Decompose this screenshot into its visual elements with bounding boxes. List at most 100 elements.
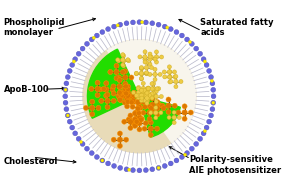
Circle shape: [149, 94, 153, 99]
Circle shape: [211, 100, 216, 105]
Circle shape: [167, 115, 171, 119]
Circle shape: [166, 109, 171, 115]
Circle shape: [125, 96, 130, 101]
Circle shape: [116, 94, 121, 99]
Circle shape: [133, 116, 138, 122]
Circle shape: [89, 37, 94, 42]
Circle shape: [179, 155, 184, 160]
Wedge shape: [87, 49, 139, 118]
Circle shape: [117, 90, 122, 95]
Circle shape: [135, 94, 140, 99]
Circle shape: [154, 89, 158, 94]
Circle shape: [138, 117, 143, 122]
Circle shape: [80, 142, 85, 146]
Circle shape: [85, 146, 89, 151]
Circle shape: [144, 71, 148, 75]
Circle shape: [124, 167, 129, 172]
Circle shape: [130, 20, 135, 25]
Circle shape: [119, 93, 124, 98]
Circle shape: [80, 46, 85, 51]
Circle shape: [112, 163, 116, 168]
Circle shape: [112, 24, 116, 29]
Circle shape: [142, 98, 146, 103]
Circle shape: [168, 80, 172, 84]
Circle shape: [121, 64, 126, 68]
Circle shape: [140, 21, 143, 24]
Circle shape: [148, 55, 152, 59]
Circle shape: [172, 103, 177, 108]
Circle shape: [116, 24, 119, 27]
Circle shape: [104, 81, 109, 86]
Circle shape: [121, 59, 126, 63]
Circle shape: [142, 126, 147, 131]
Circle shape: [146, 87, 151, 91]
Circle shape: [151, 91, 155, 95]
Circle shape: [141, 100, 147, 105]
Circle shape: [207, 68, 211, 73]
Circle shape: [63, 94, 68, 99]
Circle shape: [145, 93, 150, 98]
Circle shape: [166, 97, 171, 102]
Circle shape: [150, 96, 154, 100]
Circle shape: [147, 116, 152, 122]
Circle shape: [133, 110, 138, 115]
Circle shape: [100, 30, 105, 35]
Circle shape: [185, 151, 189, 156]
Circle shape: [210, 107, 215, 112]
Circle shape: [142, 88, 146, 92]
Circle shape: [144, 71, 148, 75]
Circle shape: [89, 105, 95, 111]
Circle shape: [145, 91, 149, 95]
Circle shape: [153, 57, 157, 61]
Circle shape: [155, 112, 160, 117]
Circle shape: [141, 81, 145, 85]
Circle shape: [148, 120, 153, 125]
Circle shape: [83, 105, 89, 110]
Circle shape: [64, 81, 69, 86]
Circle shape: [132, 111, 138, 116]
Circle shape: [140, 96, 144, 100]
Circle shape: [168, 27, 173, 32]
Circle shape: [117, 97, 122, 102]
Circle shape: [161, 106, 166, 111]
Circle shape: [108, 70, 113, 75]
Circle shape: [141, 110, 146, 115]
Circle shape: [150, 96, 155, 101]
Circle shape: [146, 88, 150, 92]
Circle shape: [104, 93, 109, 98]
Circle shape: [150, 21, 155, 26]
Circle shape: [139, 116, 144, 121]
Circle shape: [141, 91, 145, 96]
Circle shape: [130, 104, 135, 109]
Circle shape: [125, 87, 130, 92]
Circle shape: [136, 110, 141, 115]
Circle shape: [208, 75, 214, 80]
Circle shape: [96, 105, 101, 110]
Circle shape: [125, 90, 131, 95]
Circle shape: [137, 127, 142, 132]
Circle shape: [95, 80, 100, 85]
Circle shape: [146, 98, 150, 102]
Circle shape: [131, 93, 137, 98]
Circle shape: [114, 63, 119, 68]
Circle shape: [65, 113, 70, 118]
Circle shape: [117, 131, 122, 136]
Circle shape: [72, 60, 75, 63]
Circle shape: [130, 168, 135, 173]
Circle shape: [166, 26, 169, 29]
Circle shape: [101, 159, 104, 162]
Circle shape: [182, 104, 187, 109]
Circle shape: [139, 88, 143, 92]
Circle shape: [137, 93, 141, 98]
Circle shape: [157, 166, 160, 170]
Circle shape: [151, 93, 155, 97]
Circle shape: [159, 94, 163, 99]
Circle shape: [148, 72, 152, 77]
Circle shape: [151, 86, 156, 91]
Circle shape: [160, 103, 165, 108]
Circle shape: [124, 91, 130, 96]
Circle shape: [189, 146, 194, 151]
Circle shape: [122, 100, 127, 105]
Circle shape: [90, 112, 95, 117]
Circle shape: [172, 121, 176, 125]
